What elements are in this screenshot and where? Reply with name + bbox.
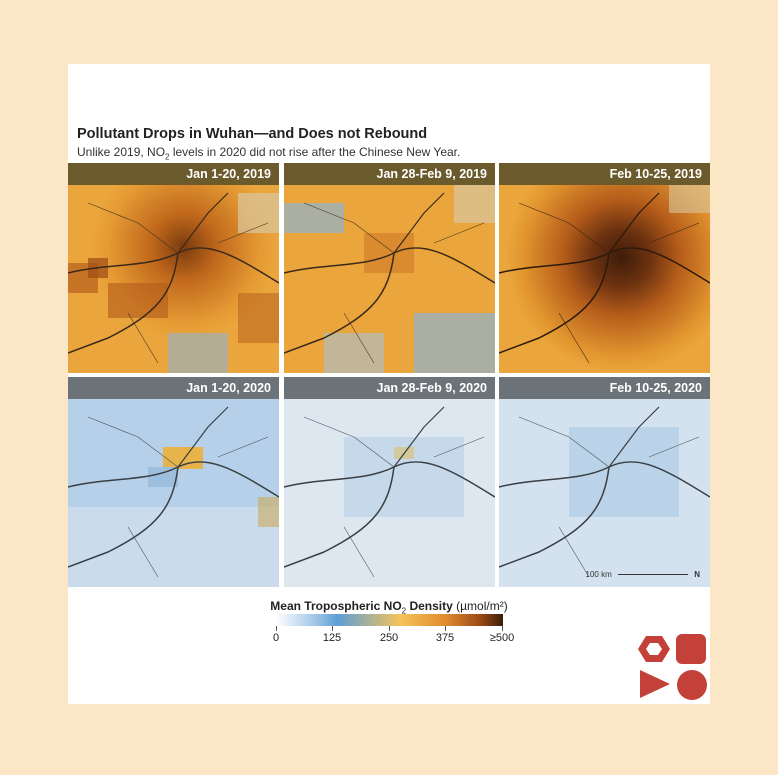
figure-card: Pollutant Drops in Wuhan—and Does not Re…: [68, 64, 710, 704]
legend-tick: [389, 626, 390, 631]
legend-tick: [502, 626, 503, 631]
legend-tick: [332, 626, 333, 631]
legend-title: Mean Tropospheric NO2 Density (µmol/m²): [270, 599, 508, 616]
figure-subtitle: Unlike 2019, NO2 levels in 2020 did not …: [77, 145, 461, 162]
scale-bar-line: [617, 574, 688, 576]
no2-map: [68, 377, 279, 587]
map-panel-2019-jan: Jan 1-20, 2019: [68, 163, 279, 373]
legend-tick-label: 250: [379, 632, 399, 644]
map-panel-2020-jan: Jan 1-20, 2020: [68, 377, 279, 587]
map-panel-2019-feb-early: Jan 28-Feb 9, 2019: [284, 163, 495, 373]
no2-map: [499, 377, 710, 587]
legend-tick: [445, 626, 446, 631]
scale-bar: 100 km N: [586, 570, 700, 579]
map-panel-2020-feb-late: Feb 10-25, 2020 100 km N: [499, 377, 710, 587]
legend-tick-label: ≥500: [489, 632, 515, 644]
legend-tick: [276, 626, 277, 631]
legend-tick-label: 125: [322, 632, 342, 644]
no2-map: [499, 163, 710, 373]
no2-map: [284, 377, 495, 587]
legend-color-bar: [276, 614, 503, 626]
panel-label: Feb 10-25, 2019: [499, 163, 710, 185]
brand-logo-icon: [638, 634, 707, 700]
panel-label: Jan 28-Feb 9, 2019: [284, 163, 495, 185]
panel-label: Jan 28-Feb 9, 2020: [284, 377, 495, 399]
map-panel-2020-feb-early: Jan 28-Feb 9, 2020: [284, 377, 495, 587]
panel-label: Jan 1-20, 2019: [68, 163, 279, 185]
legend-tick-label: 0: [272, 632, 280, 644]
scale-bar-label: 100 km: [585, 570, 612, 579]
north-arrow-icon: N: [694, 570, 700, 579]
no2-map: [68, 163, 279, 373]
panel-label: Feb 10-25, 2020: [499, 377, 710, 399]
no2-map: [284, 163, 495, 373]
map-panel-2019-feb-late: Feb 10-25, 2019: [499, 163, 710, 373]
legend-tick-label: 375: [435, 632, 455, 644]
panel-label: Jan 1-20, 2020: [68, 377, 279, 399]
figure-title: Pollutant Drops in Wuhan—and Does not Re…: [77, 126, 428, 142]
